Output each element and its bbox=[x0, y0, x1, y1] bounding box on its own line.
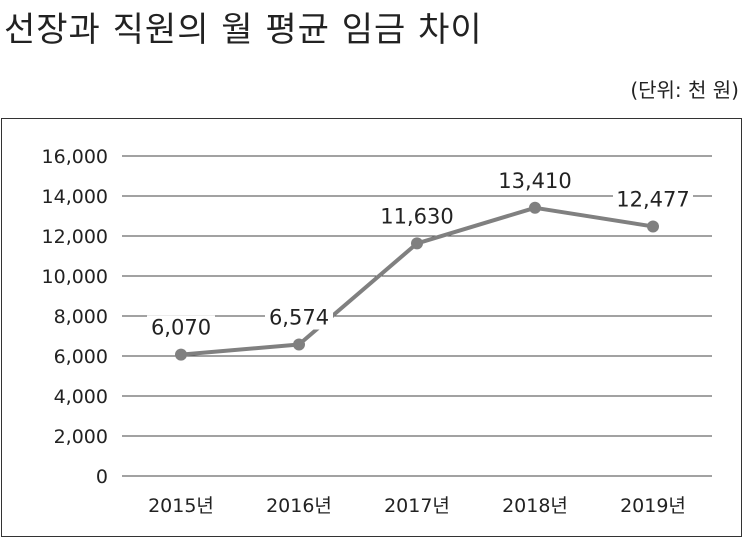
data-label-bg bbox=[377, 204, 457, 229]
x-tick-label: 2016년 bbox=[266, 495, 332, 517]
chart-title: 선장과 직원의 월 평균 임금 차이 bbox=[4, 10, 483, 50]
data-point bbox=[647, 220, 659, 233]
y-tick-label: 10,000 bbox=[42, 266, 108, 288]
y-tick-label: 8,000 bbox=[54, 306, 108, 328]
data-point bbox=[529, 201, 541, 214]
x-tick-label: 2017년 bbox=[384, 495, 450, 517]
data-point bbox=[411, 237, 423, 250]
series-line bbox=[175, 201, 659, 361]
y-axis-ticks: 0 2,000 4,000 6,000 8,000 10,000 12,000 14,000 1… bbox=[42, 146, 108, 488]
data-label-bg bbox=[147, 315, 215, 340]
series-polyline bbox=[180, 205, 654, 357]
data-labels: 6,070 6,574 11,630 13,410 12,477 bbox=[147, 168, 693, 340]
y-tick-label: 12,000 bbox=[42, 226, 108, 248]
data-label-bg bbox=[495, 168, 575, 193]
data-label: 6,070 bbox=[151, 316, 211, 340]
data-label: 12,477 bbox=[616, 187, 689, 211]
x-tick-label: 2018년 bbox=[502, 495, 568, 517]
gridlines bbox=[122, 155, 712, 477]
data-point bbox=[293, 338, 305, 351]
x-axis-ticks: 2015년 2016년 2017년 2018년 2019년 bbox=[148, 495, 686, 517]
data-label: 6,574 bbox=[269, 306, 329, 330]
y-tick-label: 14,000 bbox=[42, 186, 108, 208]
data-label-bg bbox=[265, 305, 333, 330]
y-tick-label: 4,000 bbox=[54, 386, 108, 408]
y-tick-label: 6,000 bbox=[54, 346, 108, 368]
chart-frame bbox=[1, 118, 742, 537]
data-label: 13,410 bbox=[498, 169, 571, 193]
data-label-bg bbox=[613, 187, 693, 212]
data-point bbox=[175, 348, 187, 361]
y-tick-label: 0 bbox=[96, 466, 108, 488]
y-tick-label: 16,000 bbox=[42, 146, 108, 168]
unit-label: (단위: 천 원) bbox=[630, 78, 739, 102]
x-tick-label: 2015년 bbox=[148, 495, 214, 517]
data-label: 11,630 bbox=[380, 204, 453, 228]
y-tick-label: 2,000 bbox=[54, 426, 108, 448]
x-tick-label: 2019년 bbox=[620, 495, 686, 517]
